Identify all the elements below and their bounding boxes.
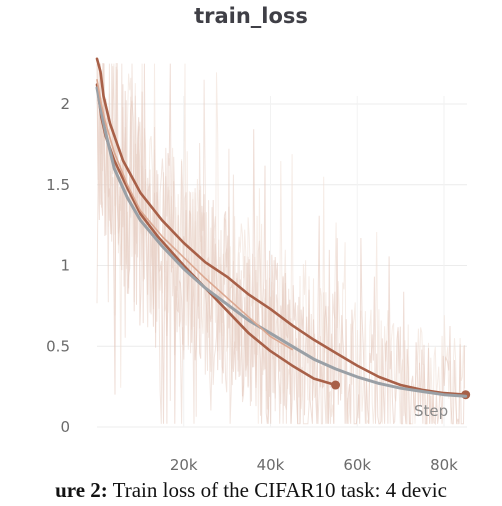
series-end-point-0 xyxy=(331,380,341,390)
figure-caption-text: Train loss of the CIFAR10 task: 4 devic xyxy=(107,478,447,502)
series-lines xyxy=(95,57,471,400)
y-tick-label-1: 0.5 xyxy=(46,337,70,355)
y-tick-label-0: 0 xyxy=(60,418,70,436)
x-tick-label-3: 80k xyxy=(430,456,458,470)
line-chart: 0 0.5 1 1.5 2 20k 40k 60k 80k Step xyxy=(46,57,471,470)
x-axis-ticks: 20k 40k 60k 80k xyxy=(170,456,458,470)
series-line-2 xyxy=(95,86,468,398)
y-tick-label-4: 2 xyxy=(60,95,70,113)
figure-caption: ure 2: Train loss of the CIFAR10 task: 4… xyxy=(0,478,502,506)
y-tick-label-3: 1.5 xyxy=(46,176,70,194)
y-axis-ticks: 0 0.5 1 1.5 2 xyxy=(46,95,70,436)
x-tick-label-1: 40k xyxy=(257,456,285,470)
x-tick-label-0: 20k xyxy=(170,456,198,470)
raw-loss-noise xyxy=(96,63,466,426)
chart-title: train_loss xyxy=(194,4,308,28)
series-line-3 xyxy=(96,79,294,351)
x-axis-label: Step xyxy=(414,402,448,420)
series-line-1 xyxy=(95,57,468,397)
figure-caption-label: ure 2: xyxy=(55,478,108,502)
x-tick-label-2: 60k xyxy=(343,456,371,470)
y-tick-label-2: 1 xyxy=(60,257,70,275)
